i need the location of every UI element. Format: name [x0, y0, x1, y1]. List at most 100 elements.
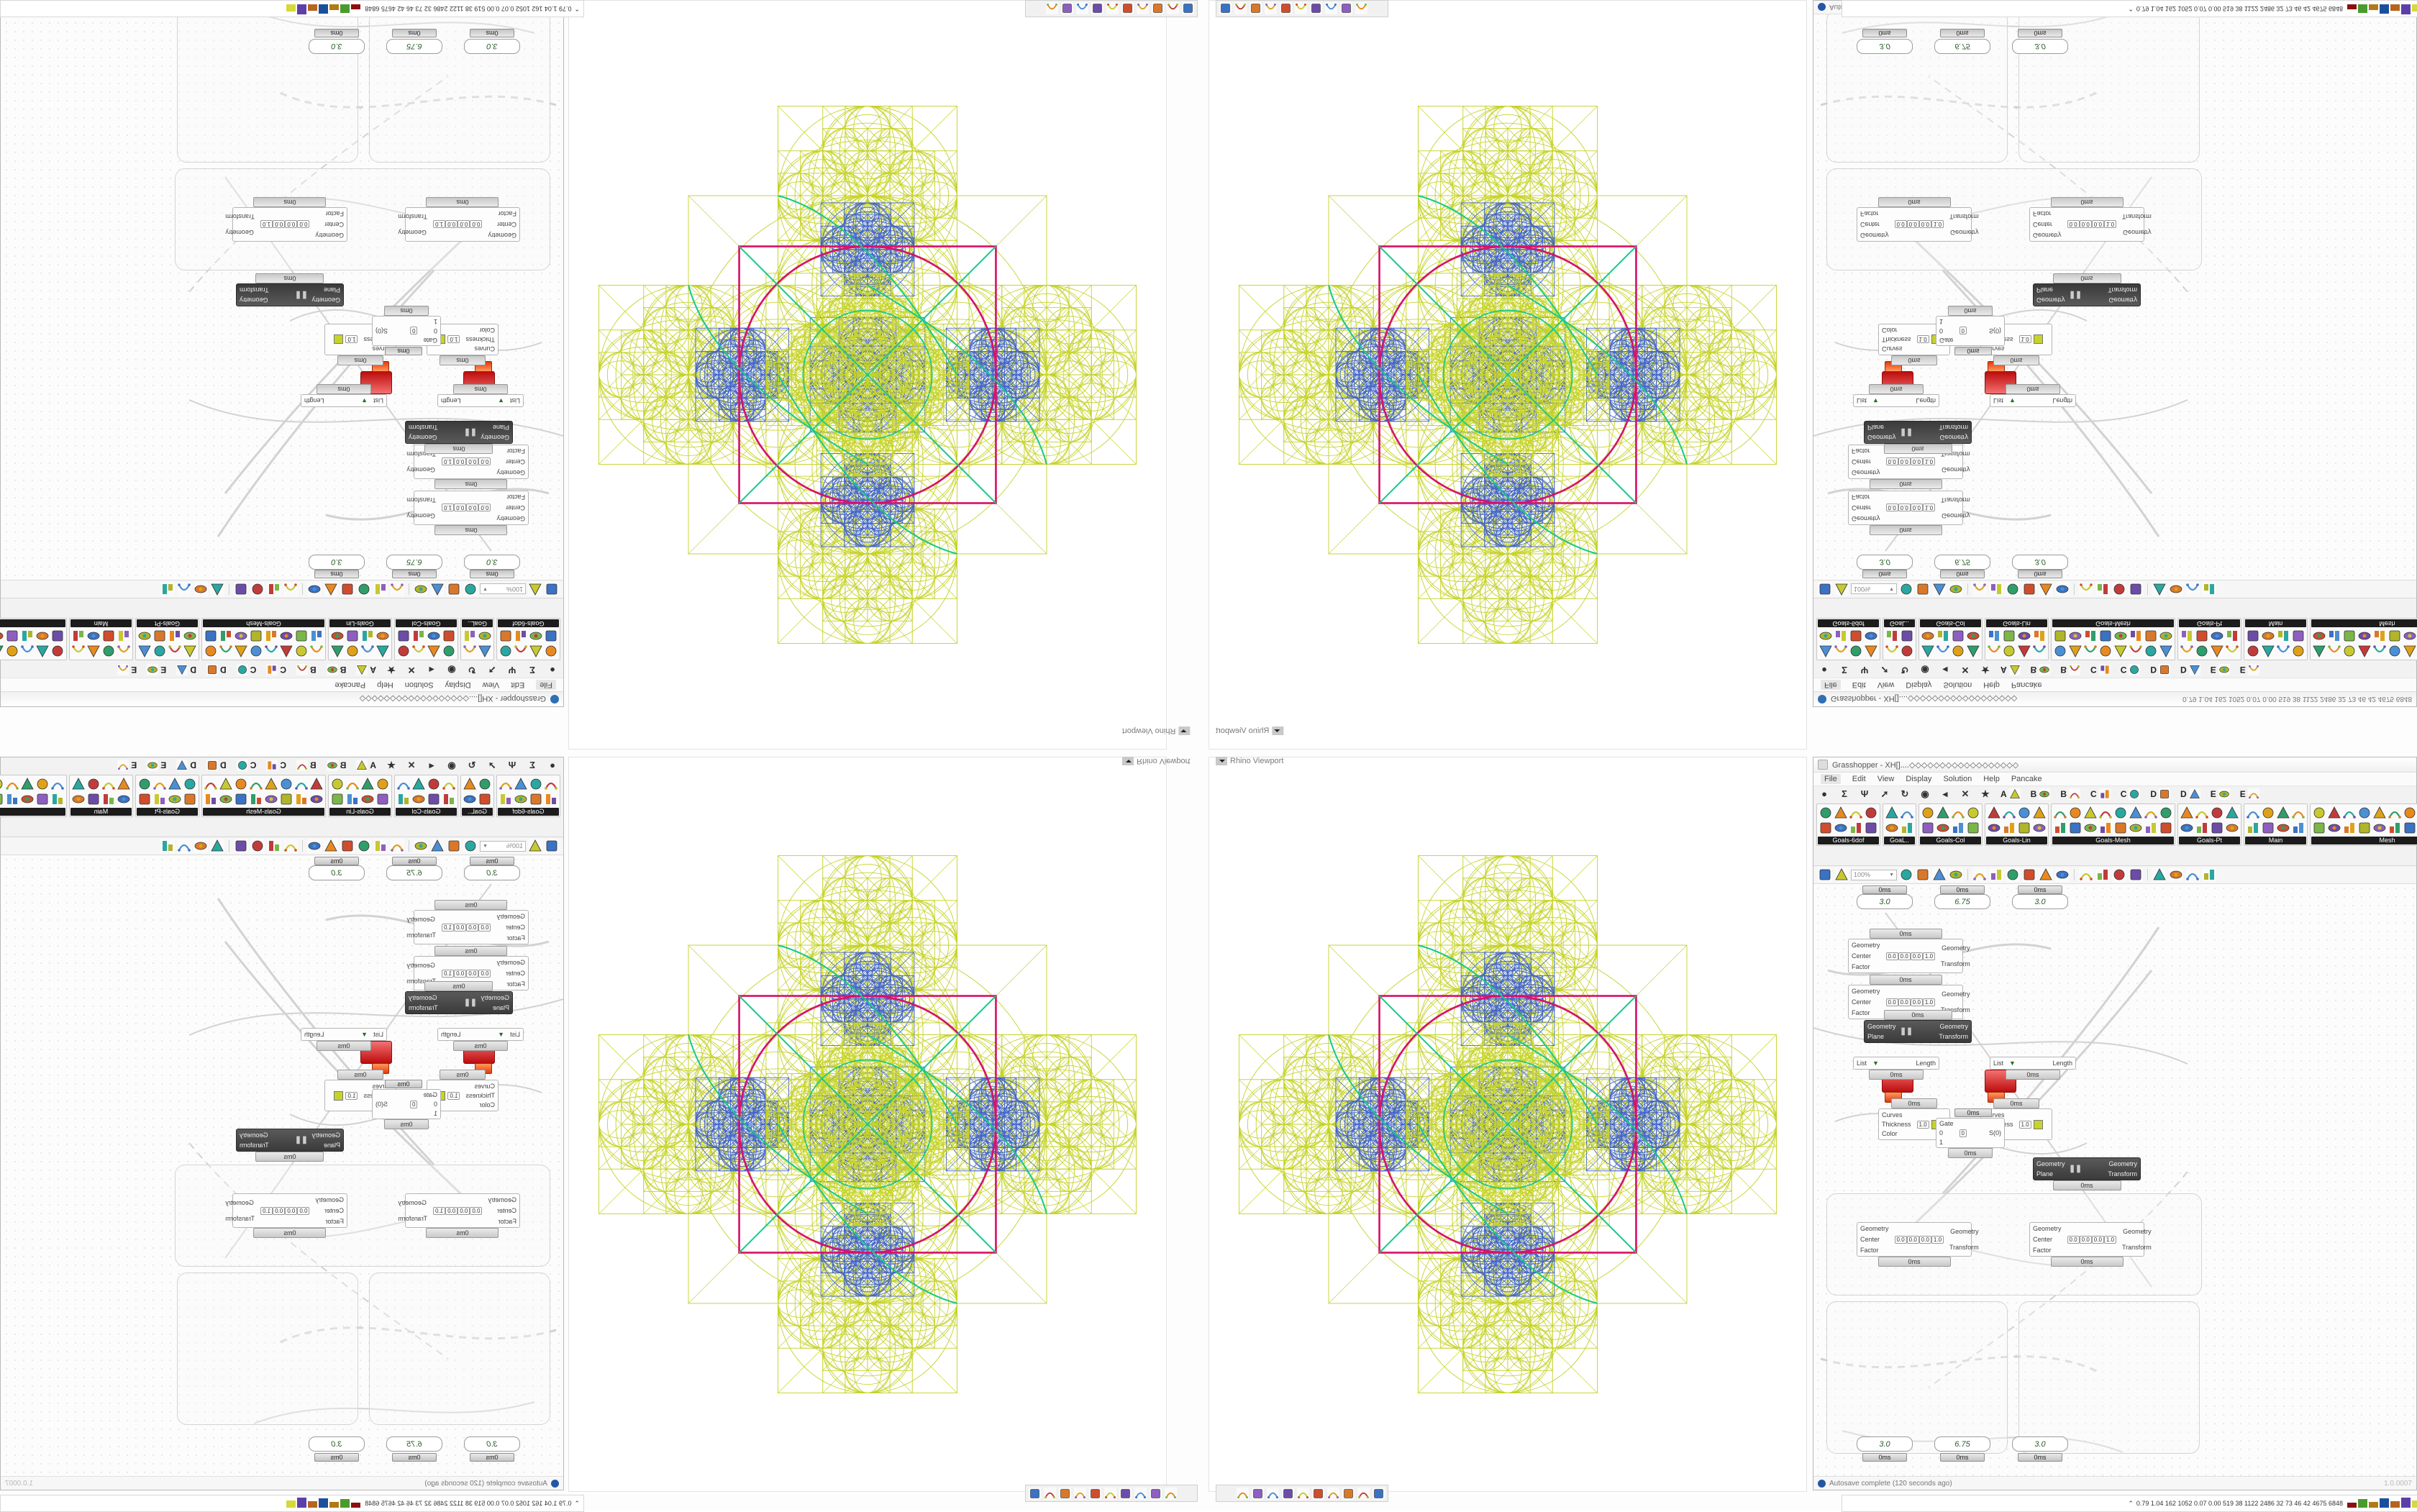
output-port-label[interactable]: Geometry [1939, 1023, 1968, 1030]
output-port-label[interactable]: Transform [2122, 1244, 2152, 1251]
component-icon[interactable] [2357, 821, 2372, 835]
center-z-value[interactable]: 0.0 [1911, 458, 1923, 466]
calc-icon[interactable] [1297, 1488, 1309, 1500]
chevron-down-icon[interactable]: ▼ [1889, 587, 1894, 592]
gha-icon[interactable] [1989, 582, 2003, 596]
component-icon[interactable] [204, 629, 218, 643]
center-z-value[interactable]: 0.0 [1911, 952, 1923, 960]
media-icon[interactable] [1252, 1488, 1264, 1500]
center-x-value[interactable]: 0.0 [478, 924, 491, 932]
input-port-label[interactable]: List [510, 1031, 520, 1038]
center-z-value[interactable]: 0.0 [2092, 1236, 2104, 1244]
save-file-icon[interactable] [528, 582, 542, 596]
terminal-icon[interactable] [1119, 1488, 1132, 1500]
bake-icon[interactable] [390, 839, 404, 853]
ribbon-group-goals-lin[interactable]: Goals-Lin [1985, 618, 2049, 660]
component-icon[interactable] [5, 777, 19, 791]
input-port-label[interactable]: Plane [481, 1004, 509, 1011]
ribbon-glyph-7[interactable]: ✕ [406, 760, 417, 770]
preview-shaded-icon[interactable] [1932, 867, 1947, 882]
input-port-label[interactable]: Factor [2033, 1247, 2062, 1254]
widget-e-icon[interactable] [194, 839, 208, 853]
component-icon[interactable] [20, 777, 35, 791]
zoom-extents-icon[interactable] [1899, 867, 1913, 882]
component-icon[interactable] [20, 629, 35, 643]
ribbon-group-icons[interactable] [396, 628, 457, 659]
calc-icon[interactable] [1106, 3, 1119, 15]
ribbon-glyph-2[interactable]: Ψ [507, 665, 517, 675]
component-icon[interactable] [478, 629, 492, 643]
component-icon[interactable] [137, 777, 152, 791]
component-icon[interactable] [411, 644, 426, 658]
output-port-label[interactable]: Geometry [2122, 1228, 2152, 1235]
component-body[interactable]: List▼Length [1853, 1057, 1939, 1070]
output-port-label[interactable]: S(0) [375, 1101, 388, 1108]
input-port-label[interactable]: Gate [423, 1091, 437, 1098]
profiler-icon[interactable] [2022, 582, 2036, 596]
component-icon[interactable] [2327, 629, 2341, 643]
calc-icon[interactable] [1104, 1488, 1116, 1500]
input-port-label[interactable]: Gate [423, 337, 437, 344]
ribbon-glyph-5[interactable]: ◉ [1920, 789, 1930, 799]
input-port-label[interactable]: Geometry [2036, 1160, 2065, 1167]
viewport-tab-bottom-left[interactable]: Rhino Viewport [1122, 757, 1190, 765]
output-port-label[interactable]: Transform [1949, 213, 1979, 220]
component-icon[interactable] [463, 792, 477, 806]
component-icon[interactable] [2129, 644, 2143, 658]
component-icon[interactable] [2342, 644, 2357, 658]
component-icon[interactable] [86, 629, 101, 643]
input-port-label[interactable]: Geometry [1852, 988, 1880, 995]
thickness-value[interactable]: 1.0 [345, 336, 358, 344]
component-icon[interactable] [204, 777, 218, 791]
ribbon-tab-6[interactable]: D [176, 760, 196, 771]
component-outputs[interactable] [325, 1080, 331, 1111]
input-port-label[interactable]: Geometry [488, 1196, 516, 1203]
input-port-label[interactable]: Factor [496, 493, 525, 501]
component-icon[interactable] [1819, 806, 1833, 820]
ribbon-group-goals-pt[interactable]: Goals-Pt [135, 618, 199, 660]
output-port-label[interactable]: Geometry [1941, 512, 1970, 519]
component-icon[interactable] [1885, 821, 1899, 835]
ribbon-group-goal-[interactable]: GoaL.. [460, 618, 494, 660]
component-icon[interactable] [5, 644, 19, 658]
ribbon-tab-7[interactable]: E [2211, 788, 2230, 800]
ribbon-group-icons[interactable] [329, 628, 391, 659]
ribbon-group-icons[interactable] [2245, 805, 2306, 836]
input-port-label[interactable]: Center [1852, 998, 1880, 1006]
input-port-label[interactable]: 0 [423, 327, 437, 334]
tray-chip[interactable] [297, 1498, 306, 1508]
widget-b-icon[interactable] [250, 839, 265, 853]
component-icon[interactable] [204, 644, 218, 658]
number-slider[interactable]: 3.0 [1857, 39, 1913, 54]
browser-icon[interactable] [1280, 3, 1292, 15]
gh-group[interactable] [2018, 1301, 2200, 1454]
bake-icon[interactable] [1972, 582, 1987, 596]
component-icon[interactable] [2083, 806, 2098, 820]
component-icon[interactable] [137, 644, 152, 658]
component-icon[interactable] [137, 792, 152, 806]
component-icon[interactable] [2017, 821, 2031, 835]
component-icon[interactable] [2180, 821, 2194, 835]
menubar[interactable]: File Edit View Display Solution Help Pan… [1813, 678, 2416, 691]
ribbon-glyph-2[interactable]: Ψ [1860, 665, 1870, 675]
input-port-label[interactable]: Curves [465, 1083, 495, 1090]
component-icon[interactable] [2159, 806, 2173, 820]
component-icon[interactable] [1936, 806, 1950, 820]
center-z-value[interactable]: 0.0 [1919, 1236, 1931, 1244]
component-icon[interactable] [1864, 644, 1878, 658]
component-icon[interactable] [2210, 629, 2224, 643]
ribbon-group-icons[interactable] [203, 628, 324, 659]
widget-c-icon[interactable] [234, 839, 248, 853]
canvas-toolbar[interactable]: 100%▼ [1, 580, 563, 598]
component-icon[interactable] [2129, 806, 2143, 820]
component-icon[interactable] [153, 644, 167, 658]
center-y-value[interactable]: 0.0 [466, 924, 478, 932]
